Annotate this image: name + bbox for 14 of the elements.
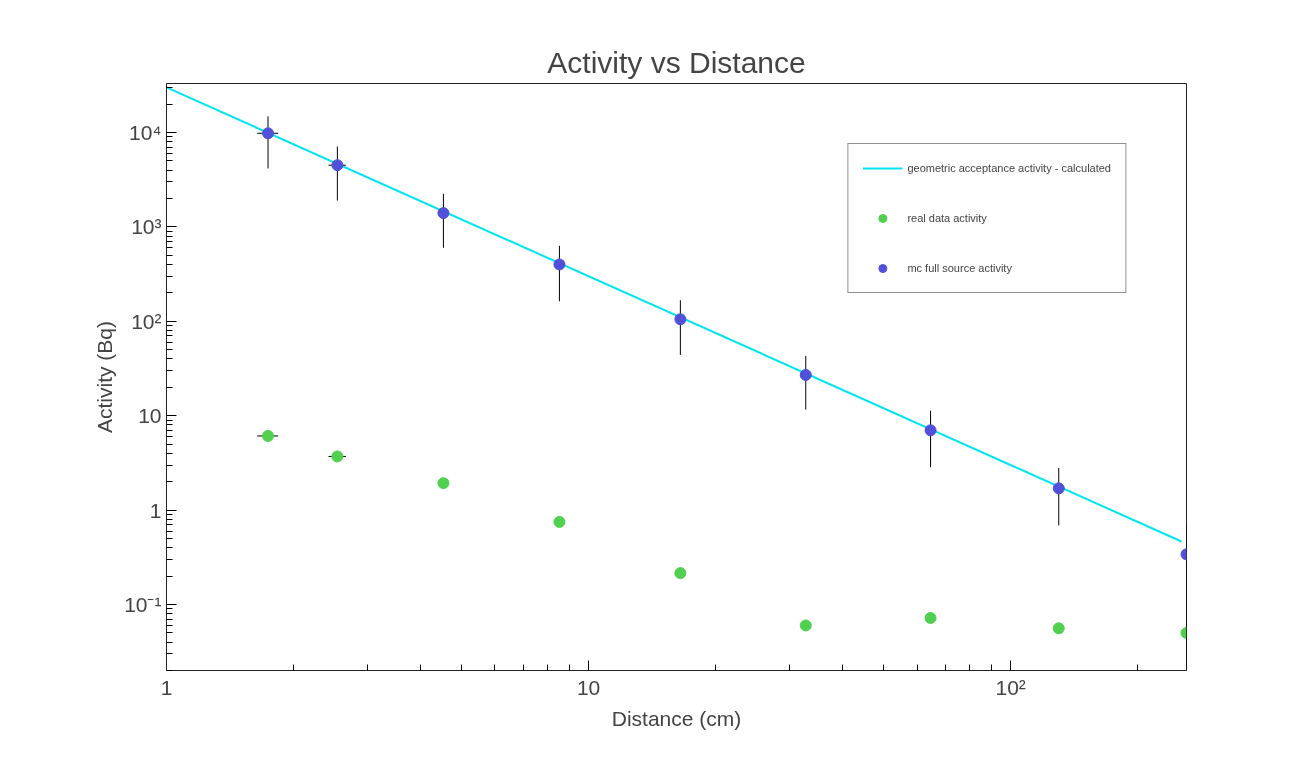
y-axis-title: Activity (Bq) xyxy=(93,320,117,434)
legend-label: real data activity xyxy=(907,212,987,224)
y-tick-label: 1 xyxy=(149,498,162,522)
legend-label: geometric acceptance activity - calculated xyxy=(907,162,1111,174)
y-tick-label: 10⁻¹ xyxy=(124,593,162,617)
y-tick-label: 10² xyxy=(131,309,162,333)
chart-title: Activity vs Distance xyxy=(547,45,806,79)
y-tick-label: 10⁴ xyxy=(129,120,162,144)
x-tick-label: 10 xyxy=(576,675,601,699)
x-tick-label: 10² xyxy=(995,675,1026,699)
y-tick-label: 10 xyxy=(138,404,162,428)
y-tick-label: 10³ xyxy=(131,215,162,239)
x-axis-title: Distance (cm) xyxy=(611,706,742,730)
legend-label: mc full source activity xyxy=(907,262,1012,274)
